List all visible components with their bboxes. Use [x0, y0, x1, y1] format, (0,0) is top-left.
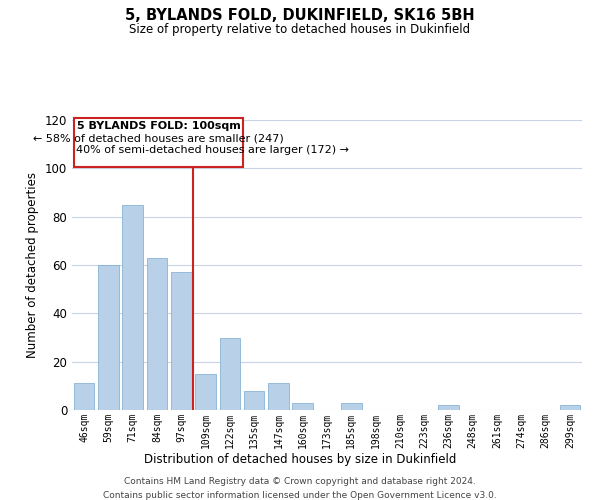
Bar: [122, 204, 143, 410]
Bar: [560, 405, 580, 410]
Bar: [268, 384, 289, 410]
Bar: [220, 338, 240, 410]
Bar: [438, 405, 459, 410]
Text: ← 58% of detached houses are smaller (247): ← 58% of detached houses are smaller (24…: [33, 134, 284, 143]
Bar: [341, 403, 362, 410]
Text: 5 BYLANDS FOLD: 100sqm: 5 BYLANDS FOLD: 100sqm: [77, 121, 241, 131]
Bar: [244, 390, 265, 410]
Text: Contains HM Land Registry data © Crown copyright and database right 2024.: Contains HM Land Registry data © Crown c…: [124, 478, 476, 486]
Text: Distribution of detached houses by size in Dukinfield: Distribution of detached houses by size …: [144, 452, 456, 466]
Text: 5, BYLANDS FOLD, DUKINFIELD, SK16 5BH: 5, BYLANDS FOLD, DUKINFIELD, SK16 5BH: [125, 8, 475, 22]
Bar: [74, 384, 94, 410]
Bar: [74, 118, 243, 167]
Bar: [98, 265, 119, 410]
Text: 40% of semi-detached houses are larger (172) →: 40% of semi-detached houses are larger (…: [76, 146, 349, 156]
Y-axis label: Number of detached properties: Number of detached properties: [26, 172, 39, 358]
Bar: [195, 374, 216, 410]
Bar: [292, 403, 313, 410]
Bar: [171, 272, 191, 410]
Bar: [146, 258, 167, 410]
Text: Size of property relative to detached houses in Dukinfield: Size of property relative to detached ho…: [130, 22, 470, 36]
Text: Contains public sector information licensed under the Open Government Licence v3: Contains public sector information licen…: [103, 491, 497, 500]
